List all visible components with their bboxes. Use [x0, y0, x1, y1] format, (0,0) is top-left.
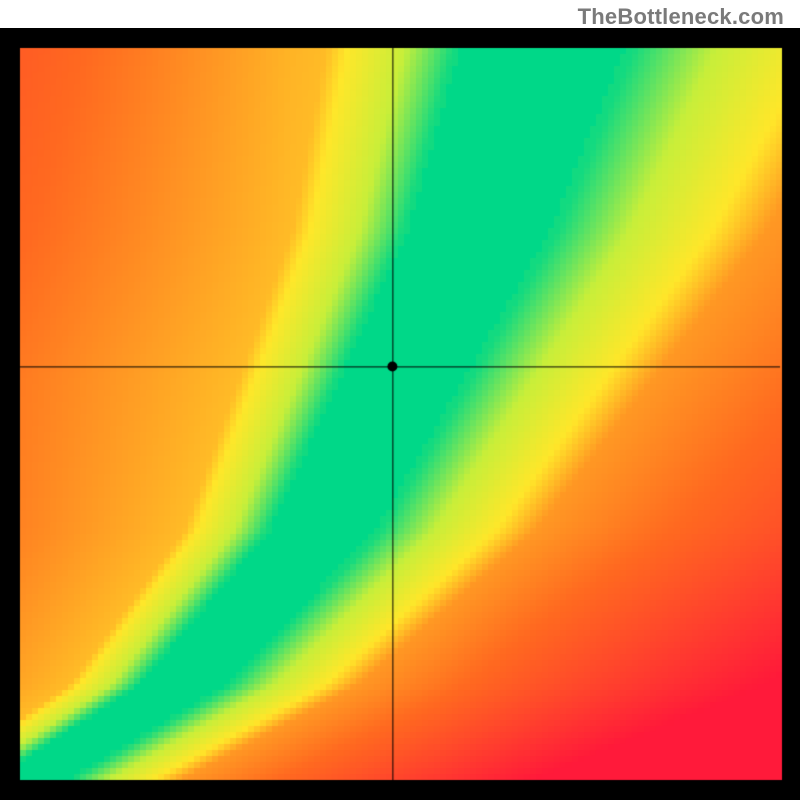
bottleneck-heatmap	[0, 28, 800, 800]
heatmap-wrap	[0, 28, 800, 800]
chart-container: TheBottleneck.com	[0, 0, 800, 800]
watermark-text: TheBottleneck.com	[578, 4, 784, 30]
